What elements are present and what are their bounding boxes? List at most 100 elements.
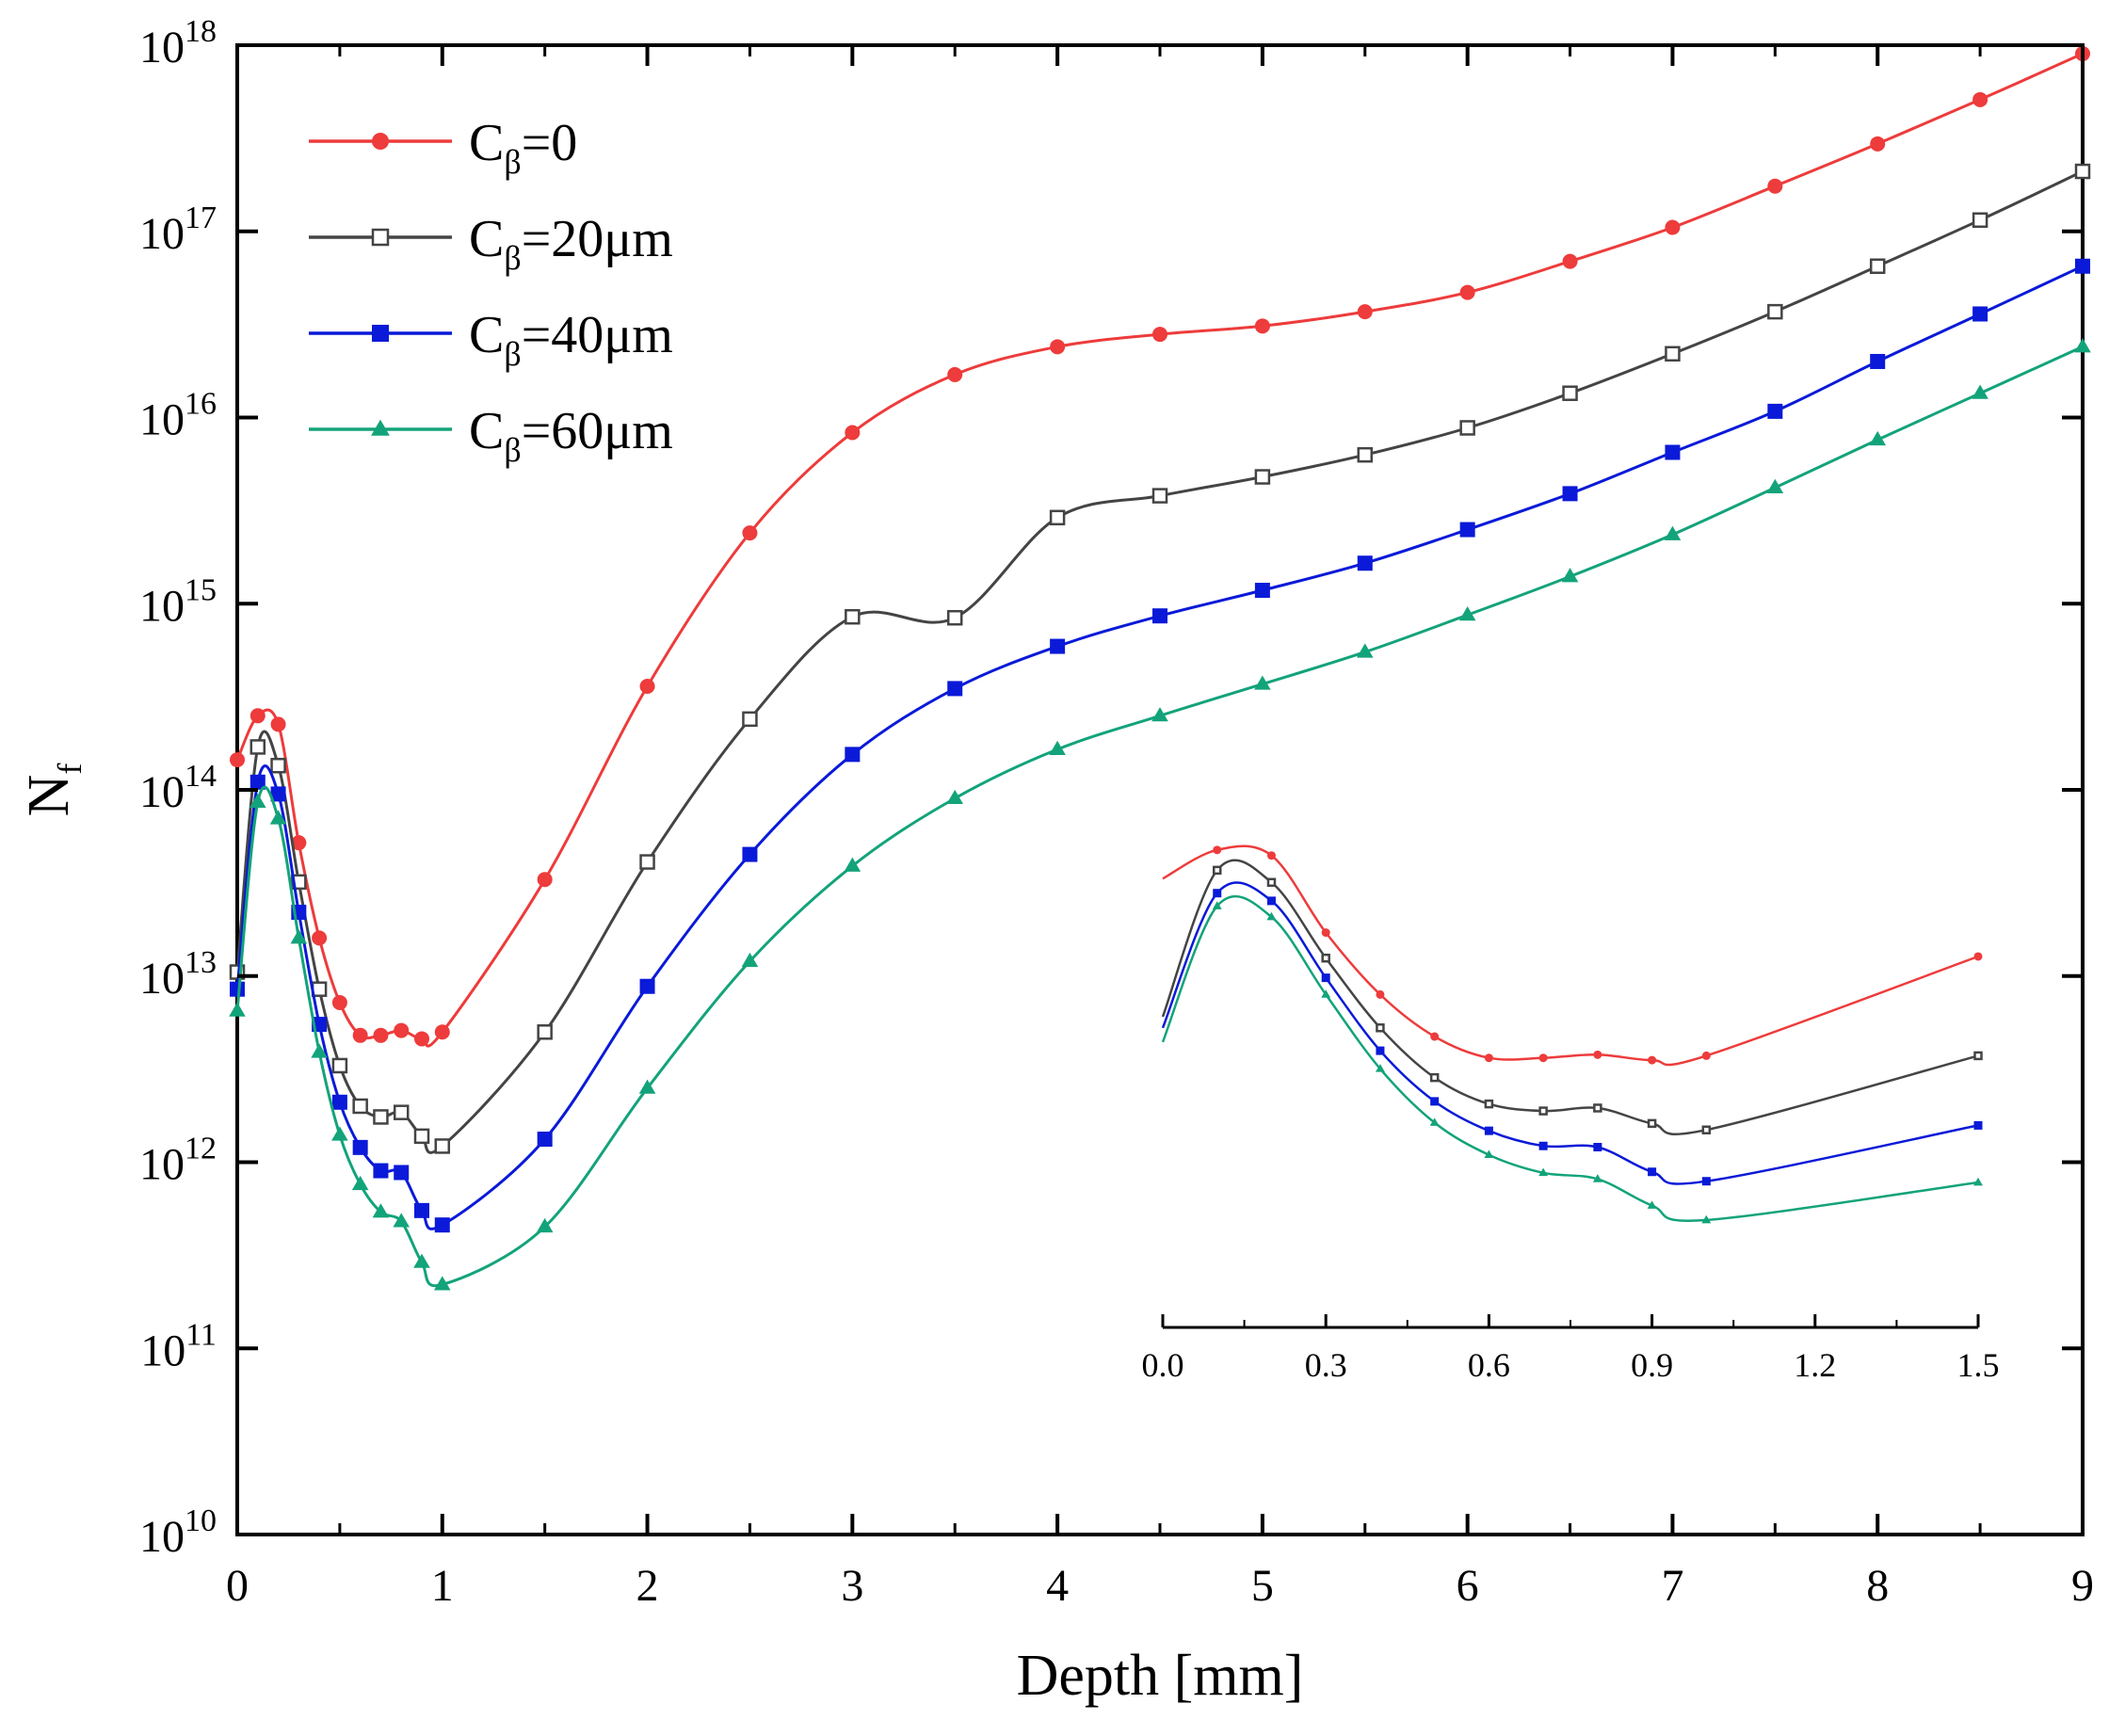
data-point [250,708,266,724]
data-point [1266,911,1277,921]
data-point [1538,1167,1549,1177]
data-point [250,774,266,790]
data-point [639,854,655,870]
x-tick-label: 1 [431,1561,454,1611]
data-point [1767,303,1783,320]
data-point [1050,638,1066,654]
data-point [393,1104,410,1120]
y-tick-base: 10 [139,767,185,817]
x-tick-label: 5 [1251,1561,1274,1611]
data-point [1212,865,1222,876]
data-point [1151,707,1168,722]
y-tick-exponent: 11 [185,1317,217,1352]
data-point [1593,1103,1602,1113]
data-point [1356,643,1374,658]
data-point [414,1031,429,1047]
legend-label: Cβ=0 [469,114,577,181]
data-point [372,1203,390,1218]
x-tick-label: 6 [1457,1561,1479,1611]
series-3 [229,338,2091,1291]
data-point [372,133,389,150]
data-point [1213,889,1222,898]
data-point [1266,851,1276,860]
data-point [1254,318,1270,334]
data-point [1562,253,1578,269]
data-point [230,981,245,997]
inset-series-0 [1162,844,1983,1067]
data-point [639,678,655,694]
data-point [394,1165,410,1181]
legend-item: Cβ=0 [309,114,577,181]
data-point [1701,1051,1711,1060]
legend-label-rest: =20μm [522,210,673,268]
data-point [844,857,861,872]
series-line [235,52,2084,1048]
inset-x-tick-label: 1.2 [1794,1346,1836,1384]
data-point [1321,973,1330,983]
data-point [1254,469,1271,485]
data-point [2074,338,2091,353]
data-point [311,1043,328,1058]
data-point [1561,568,1579,583]
data-point [742,525,758,541]
data-point [1592,1174,1602,1182]
x-tick-label: 9 [2071,1561,2094,1611]
data-point [331,1126,348,1141]
data-point [947,366,963,382]
legend-item: Cβ=40μm [309,306,673,373]
data-point [1665,219,1681,235]
data-point [1430,1097,1440,1106]
data-point [1701,1177,1711,1186]
series-line [235,345,2084,1288]
data-point [1376,1023,1385,1033]
y-tick-exponent: 14 [185,759,217,794]
data-point [373,1109,389,1125]
data-point [1459,420,1475,436]
y-axis-title-sub: f [51,764,89,775]
y-tick-base: 10 [139,23,185,72]
data-point [1459,284,1475,300]
x-axis-title: Depth [mm] [1017,1644,1304,1708]
data-point [372,325,389,342]
data-point [1870,353,1886,369]
series-line [235,169,2084,1154]
data-point [394,1022,410,1038]
data-point [331,994,347,1010]
data-point [1538,1106,1548,1116]
inset-series-1 [1161,859,1983,1136]
y-tick-base: 10 [139,395,185,445]
data-point [1429,1072,1440,1083]
data-point [269,810,287,825]
y-tick-exponent: 17 [185,201,217,235]
data-point [1701,1125,1712,1134]
legend-label-main: C [469,114,504,172]
data-point [352,1027,368,1043]
y-tick-label: 1014 [139,759,217,817]
data-point [1152,608,1167,624]
data-point [845,608,861,625]
data-point [1562,486,1578,502]
data-point [1321,953,1330,963]
y-axis-title: Nf [17,764,89,817]
data-point [1484,1126,1493,1135]
data-point [1376,1046,1385,1055]
legend-label-rest: =40μm [522,306,673,364]
data-point [1484,1149,1494,1159]
legend-label-rest: =60μm [522,402,673,460]
data-point [2074,163,2091,180]
data-point [1972,384,1988,399]
series-1 [229,163,2091,1154]
inset-x-tick-label: 0.0 [1142,1346,1184,1384]
series-2 [230,258,2090,1233]
data-point [1972,212,1988,228]
data-point [537,1024,553,1040]
data-point [413,1128,430,1145]
data-point [1484,1099,1494,1109]
series-layer [229,46,2091,1291]
data-point [1869,258,1886,274]
data-point [1266,877,1277,888]
data-point [1266,896,1276,906]
data-point [230,752,245,768]
data-point [351,1175,369,1191]
